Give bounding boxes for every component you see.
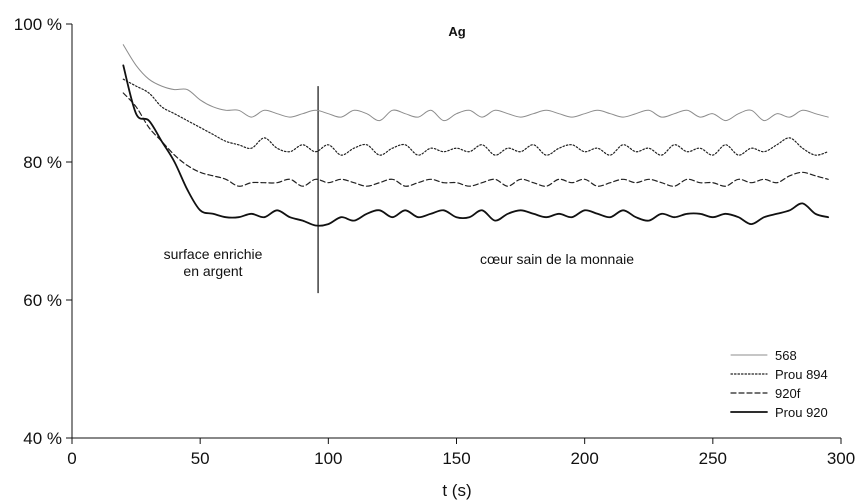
annotation-surface-line1: surface enrichie [164,246,263,262]
axes: 40 % 60 % 80 % 100 % 0 50 100 150 200 250 300 [14,15,855,468]
legend: 568 Prou 894 920f Prou 920 [731,348,828,420]
series-layer [123,45,828,226]
x-tick-label: 250 [699,449,727,468]
annotation-core: cœur sain de la monnaie [480,251,634,267]
legend-label: 920f [775,386,801,401]
series-line-prou-894 [123,79,828,155]
series-line-920f [123,93,828,186]
legend-label: Prou 920 [775,405,828,420]
y-tick-label: 60 % [23,291,62,310]
x-tick-label: 100 [314,449,342,468]
x-tick-label: 200 [570,449,598,468]
x-tick-label: 150 [442,449,470,468]
y-tick-label: 40 % [23,429,62,448]
x-tick-label: 0 [67,449,76,468]
series-line-568 [123,45,828,121]
x-axis-title: t (s) [442,481,471,500]
legend-label: Prou 894 [775,367,828,382]
chart-title: Ag [448,24,465,39]
x-tick-label: 300 [827,449,855,468]
y-tick-label: 80 % [23,153,62,172]
y-tick-label: 100 % [14,15,62,34]
x-tick-label: 50 [191,449,210,468]
annotation-surface-line2: en argent [183,263,242,279]
legend-label: 568 [775,348,797,363]
